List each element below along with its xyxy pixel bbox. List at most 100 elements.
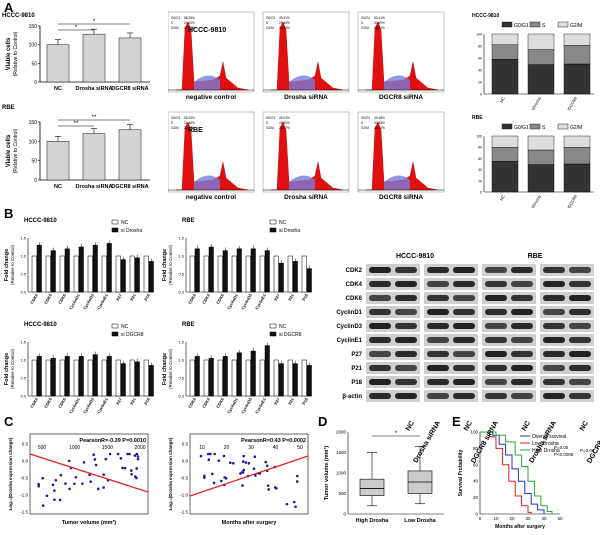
y-tick-label: 60 bbox=[478, 157, 482, 161]
stacked-segment bbox=[491, 135, 519, 148]
y-tick-label: 40 bbox=[473, 479, 479, 484]
bar bbox=[82, 133, 106, 181]
si-bar bbox=[222, 356, 228, 397]
y-tick-label: -0.5 bbox=[180, 476, 188, 481]
data-point bbox=[82, 461, 86, 464]
band bbox=[511, 365, 533, 371]
nc-bar bbox=[245, 359, 251, 397]
band bbox=[453, 281, 475, 287]
band bbox=[453, 267, 475, 273]
y-tick-label: 100 bbox=[29, 43, 38, 49]
stat-value: 25.90% bbox=[279, 121, 290, 125]
data-point bbox=[295, 480, 299, 483]
gene-label: CyclinE1 bbox=[254, 292, 267, 310]
nc-bar bbox=[245, 255, 251, 293]
data-point bbox=[241, 460, 245, 463]
band bbox=[569, 365, 591, 371]
protein-label: CyclinD3 bbox=[336, 324, 362, 330]
nc-bar bbox=[203, 255, 209, 293]
data-point bbox=[252, 467, 256, 471]
data-point bbox=[199, 454, 203, 458]
y-tick-label: 0.5 bbox=[178, 272, 184, 277]
survival-curves: 0 20 40 60 80 100 0 10 20 30 40 50 Months after surg… bbox=[458, 430, 595, 531]
y-axis-label: Fold change bbox=[4, 249, 10, 281]
s-phase-region bbox=[289, 175, 315, 190]
nc-bar bbox=[189, 255, 195, 293]
x-tick-label: 2000 bbox=[134, 445, 145, 451]
data-point bbox=[45, 494, 49, 498]
band bbox=[395, 351, 417, 357]
band bbox=[427, 281, 449, 287]
category-label: DGCR8 siRNA bbox=[111, 184, 148, 190]
stat-value: 18.91% bbox=[374, 26, 385, 30]
gene-label: CyclinD1 bbox=[226, 396, 239, 414]
data-point bbox=[37, 484, 41, 488]
data-point bbox=[41, 476, 45, 480]
gene-label: CDK2 bbox=[187, 396, 197, 409]
legend-swatch bbox=[529, 21, 541, 28]
band bbox=[511, 281, 533, 287]
nc-bar bbox=[259, 255, 265, 293]
data-point bbox=[206, 452, 210, 456]
legend-swatch bbox=[501, 123, 513, 130]
nc-bar bbox=[143, 255, 149, 293]
condition-label: DGCR8 siRNA bbox=[379, 94, 423, 101]
stacked-segment bbox=[563, 33, 591, 46]
protein-label: β-actin bbox=[342, 394, 362, 400]
data-point bbox=[296, 474, 299, 478]
legend-label: High Drosha bbox=[532, 448, 560, 454]
si-bar bbox=[36, 356, 42, 397]
stacked-segment bbox=[491, 33, 519, 46]
band bbox=[369, 267, 391, 273]
data-point bbox=[244, 461, 248, 464]
y-axis-label: Viable cells bbox=[6, 134, 12, 167]
data-point bbox=[67, 459, 71, 463]
stat-name: S bbox=[171, 21, 173, 25]
si-bar bbox=[236, 352, 242, 397]
data-point bbox=[64, 482, 67, 485]
y-tick-label: 20 bbox=[478, 179, 482, 183]
band bbox=[453, 295, 475, 301]
si-bar bbox=[64, 248, 70, 293]
category-label: NC bbox=[499, 194, 506, 202]
stat-name: G0/G1 bbox=[266, 16, 276, 20]
data-point bbox=[285, 502, 289, 506]
nc-bar bbox=[231, 359, 237, 397]
legend-swatch bbox=[269, 331, 277, 337]
y-tick-label: 0.0 bbox=[20, 290, 26, 295]
y-axis-label-sub: (Relative to Control) bbox=[168, 244, 173, 285]
data-point bbox=[123, 466, 127, 470]
y-tick-label: 0.0 bbox=[182, 459, 189, 464]
data-point bbox=[104, 457, 108, 461]
y-tick-label: 0.0 bbox=[22, 459, 29, 464]
x-tick-label: 10 bbox=[199, 445, 205, 451]
category-label: NC bbox=[54, 184, 62, 190]
band bbox=[427, 393, 449, 399]
gene-label: CDK4 bbox=[201, 292, 211, 305]
data-point bbox=[231, 461, 235, 465]
survival-curve bbox=[480, 431, 553, 514]
stat-value: 24.00% bbox=[184, 21, 195, 25]
regression-line bbox=[29, 453, 149, 493]
legend-swatch bbox=[269, 227, 277, 233]
band bbox=[369, 309, 391, 315]
data-point bbox=[133, 454, 137, 457]
nc-bar bbox=[73, 359, 79, 397]
data-point bbox=[212, 481, 216, 485]
band bbox=[569, 295, 591, 301]
s-phase-region bbox=[194, 175, 220, 190]
si-bar bbox=[264, 250, 270, 293]
data-point bbox=[130, 469, 133, 472]
sig-marker: ** bbox=[92, 115, 97, 121]
protein-label: CDK2 bbox=[346, 268, 363, 274]
y-tick-label: 1.5 bbox=[20, 340, 26, 345]
stat-name: S bbox=[361, 21, 363, 25]
blot-header: HCCC-9810 bbox=[396, 253, 434, 260]
qpcr-chart-hccc-dgcr8: HCCC-9810 NC si DGCR8 Fold change (Relative … bbox=[4, 322, 154, 414]
stacked-segment bbox=[563, 163, 591, 193]
stacked-segment bbox=[527, 49, 555, 65]
protein-label: CyclinD1 bbox=[336, 310, 362, 316]
stat-value: 58.25% bbox=[184, 16, 195, 20]
stacked-segment bbox=[491, 147, 519, 162]
band bbox=[569, 393, 591, 399]
